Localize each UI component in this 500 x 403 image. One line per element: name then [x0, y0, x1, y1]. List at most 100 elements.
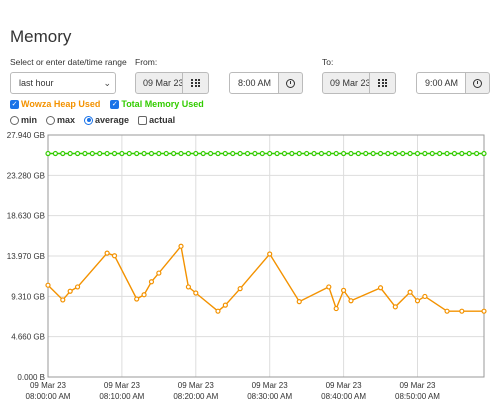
radio-label: min	[21, 115, 38, 125]
toggle-total-memory-used[interactable]: ✓ Total Memory Used	[110, 99, 204, 109]
data-point	[385, 150, 391, 157]
data-point	[222, 302, 228, 308]
data-point	[318, 150, 325, 157]
radio-icon[interactable]	[10, 115, 19, 125]
toggle-label: Total Memory Used	[121, 99, 204, 109]
data-point	[207, 150, 214, 157]
data-point	[178, 150, 184, 157]
data-point	[215, 308, 221, 314]
x-tick-time: 08:00:00 AM	[26, 392, 71, 401]
data-point	[178, 243, 184, 249]
data-point	[363, 150, 369, 157]
plot-border	[47, 134, 485, 378]
y-tick-label: 13.970 GB	[7, 252, 45, 261]
to-time-input[interactable]: 9:00 AM	[416, 72, 466, 94]
range-select[interactable]: last hour ⌄	[10, 72, 116, 94]
data-point	[304, 150, 310, 157]
data-point	[267, 150, 273, 157]
data-point	[414, 150, 421, 157]
data-point	[392, 304, 398, 310]
data-point	[289, 150, 295, 157]
from-time-button[interactable]	[279, 72, 303, 94]
from-calendar-button[interactable]	[183, 72, 209, 94]
radio-average[interactable]: average	[84, 115, 129, 125]
data-point	[141, 150, 147, 157]
from-date-input[interactable]: 09 Mar 23	[135, 72, 183, 94]
data-point	[400, 150, 406, 157]
range-select-value: last hour	[19, 78, 54, 88]
data-point	[74, 150, 81, 157]
data-point	[97, 150, 103, 157]
data-point	[60, 297, 66, 303]
data-point	[311, 150, 317, 157]
data-point	[141, 292, 147, 298]
data-point	[377, 150, 384, 157]
chevron-down-icon: ⌄	[103, 78, 111, 88]
data-point	[326, 284, 332, 290]
data-point	[392, 150, 398, 157]
data-point	[60, 150, 66, 157]
data-point	[134, 296, 140, 302]
data-point	[348, 150, 354, 157]
data-point	[52, 150, 58, 157]
data-point	[163, 150, 169, 157]
data-point	[193, 290, 199, 296]
data-point	[274, 150, 280, 157]
radio-selected-icon[interactable]	[84, 115, 94, 125]
to-time-button[interactable]	[466, 72, 490, 94]
data-point	[82, 150, 88, 157]
data-point	[222, 150, 228, 157]
y-tick-label: 9.310 GB	[11, 292, 45, 301]
data-point	[451, 150, 458, 157]
toggle-wowza-heap-used[interactable]: ✓ Wowza Heap Used	[10, 99, 100, 109]
data-point	[377, 285, 384, 291]
data-point	[466, 150, 472, 157]
data-point	[422, 293, 428, 300]
data-point	[259, 150, 265, 157]
data-point	[333, 305, 339, 312]
x-tick-time: 08:10:00 AM	[99, 392, 144, 401]
calendar-grid-icon	[191, 78, 200, 88]
radio-max[interactable]: max	[46, 115, 75, 125]
x-tick-time: 08:40:00 AM	[321, 392, 366, 401]
data-point	[148, 279, 155, 285]
checkbox-checked-icon[interactable]: ✓	[110, 99, 120, 109]
data-point	[67, 288, 73, 294]
to-calendar-button[interactable]	[370, 72, 396, 94]
radio-min[interactable]: min	[10, 115, 37, 125]
data-point	[355, 150, 361, 157]
data-point	[119, 150, 125, 157]
data-point	[104, 250, 110, 256]
data-point	[45, 282, 51, 288]
from-label: From:	[135, 57, 158, 67]
data-point	[340, 150, 347, 157]
data-point	[281, 150, 288, 157]
data-point	[267, 251, 273, 257]
checkbox-actual[interactable]: actual	[138, 115, 175, 125]
from-time-input[interactable]: 8:00 AM	[229, 72, 279, 94]
data-point	[134, 150, 140, 157]
x-tick-date: 09 Mar 23	[399, 381, 436, 390]
data-point	[230, 150, 236, 157]
y-tick-label: 27.940 GB	[7, 131, 45, 140]
data-point	[370, 150, 376, 157]
checkbox-checked-icon[interactable]: ✓	[10, 99, 19, 109]
data-point	[111, 253, 118, 259]
data-point	[193, 150, 199, 157]
checkbox-label: actual	[149, 115, 176, 125]
data-point	[333, 150, 339, 157]
data-point	[215, 150, 221, 157]
data-point	[422, 150, 428, 157]
to-date-input[interactable]: 09 Mar 23	[322, 72, 370, 94]
data-point	[45, 150, 51, 157]
radio-icon[interactable]	[46, 115, 56, 125]
data-point	[481, 150, 487, 157]
x-tick-time: 08:50:00 AM	[395, 392, 440, 401]
toggle-label: Wowza Heap Used	[21, 99, 101, 109]
data-point	[459, 150, 465, 157]
data-point	[326, 150, 332, 157]
range-label: Select or enter date/time range	[10, 57, 127, 67]
checkbox-unchecked-icon[interactable]	[138, 115, 148, 125]
x-tick-date: 09 Mar 23	[252, 381, 289, 390]
